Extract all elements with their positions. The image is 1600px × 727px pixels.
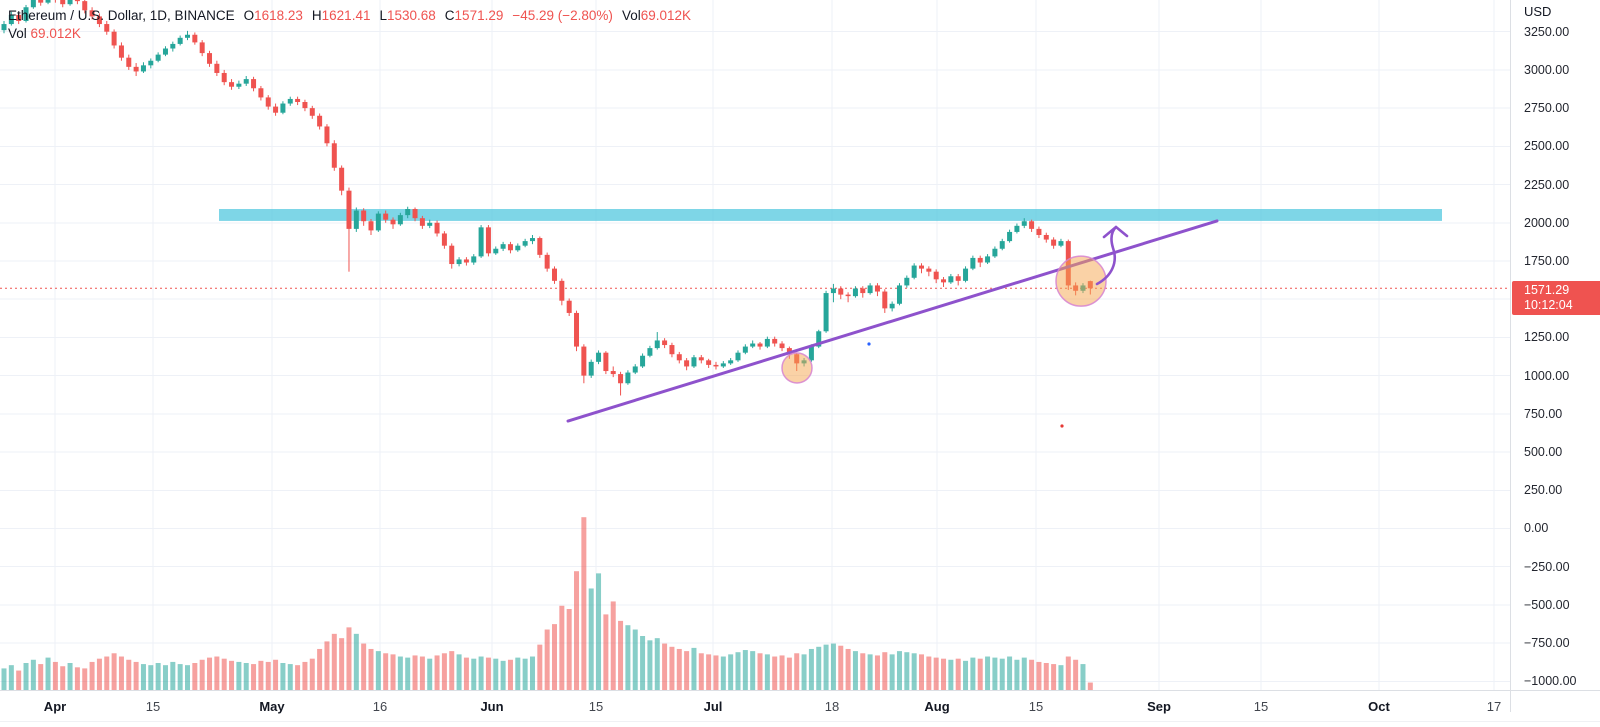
time-tick-label: Jul — [703, 699, 723, 714]
price-tick-label: 750.00 — [1524, 406, 1563, 421]
price-tick-label: 2250.00 — [1524, 177, 1570, 192]
time-tick-label: 18 — [824, 699, 840, 714]
volume-bars — [1, 517, 1093, 690]
price-axis[interactable]: USD 3250.00 3000.00 2750.00 2500.00 2250.00 2… — [1510, 0, 1600, 690]
price-tick-label: 3250.00 — [1524, 24, 1570, 39]
price-tick-label: 500.00 — [1524, 445, 1563, 460]
badge-price: 1571.29 — [1524, 282, 1570, 297]
price-tick-label: 3000.00 — [1524, 62, 1570, 77]
highlight-circles[interactable] — [781, 255, 1107, 384]
time-tick-label: Sep — [1147, 699, 1171, 714]
price-tick-label: −1000.00 — [1524, 674, 1577, 689]
time-tick-label: 15 — [588, 699, 604, 714]
last-price-badge: 1571.29 10:12:04 — [1512, 280, 1600, 315]
bottom-hairline — [0, 721, 1600, 722]
price-tick-label: 1000.00 — [1524, 368, 1570, 383]
resistance-band[interactable] — [219, 209, 1442, 221]
time-tick-label: May — [259, 699, 285, 714]
trendline[interactable] — [566, 219, 1219, 423]
time-tick-label: 15 — [145, 699, 161, 714]
price-chart-canvas[interactable] — [0, 0, 1510, 690]
highlight-circle[interactable] — [1055, 255, 1107, 307]
time-axis[interactable]: Apr 15 May 16 Jun 15 Jul 18 Aug 15 Sep 15 Oct 17 — [0, 690, 1600, 727]
price-tick-label: 0.00 — [1524, 521, 1549, 536]
price-tick-label: 1750.00 — [1524, 253, 1570, 268]
time-tick-label: Jun — [480, 699, 504, 714]
badge-countdown: 10:12:04 — [1524, 297, 1573, 312]
highlight-circle[interactable] — [781, 352, 813, 384]
price-tick-label: −500.00 — [1524, 597, 1570, 612]
time-tick-label: 15 — [1028, 699, 1044, 714]
time-tick-label: Aug — [924, 699, 950, 714]
price-tick-label: −750.00 — [1524, 636, 1570, 651]
currency-label: USD — [1524, 4, 1552, 19]
price-tick-label: 2000.00 — [1524, 215, 1570, 230]
price-tick-label: −250.00 — [1524, 559, 1570, 574]
price-tick-label: 2750.00 — [1524, 101, 1570, 116]
time-tick-label: 15 — [1253, 699, 1269, 714]
axis-border-extension — [1510, 690, 1511, 712]
time-tick-label: Oct — [1368, 699, 1390, 714]
time-tick-label: 17 — [1486, 699, 1502, 714]
stray-dots — [867, 342, 1064, 428]
time-tick-label: Apr — [43, 699, 67, 714]
price-tick-label: 2500.00 — [1524, 139, 1570, 154]
price-tick-label: 250.00 — [1524, 483, 1563, 498]
price-tick-label: 1250.00 — [1524, 330, 1570, 345]
time-tick-label: 16 — [372, 699, 388, 714]
breakout-arrow[interactable] — [1095, 225, 1129, 286]
candles — [1, 0, 1093, 396]
